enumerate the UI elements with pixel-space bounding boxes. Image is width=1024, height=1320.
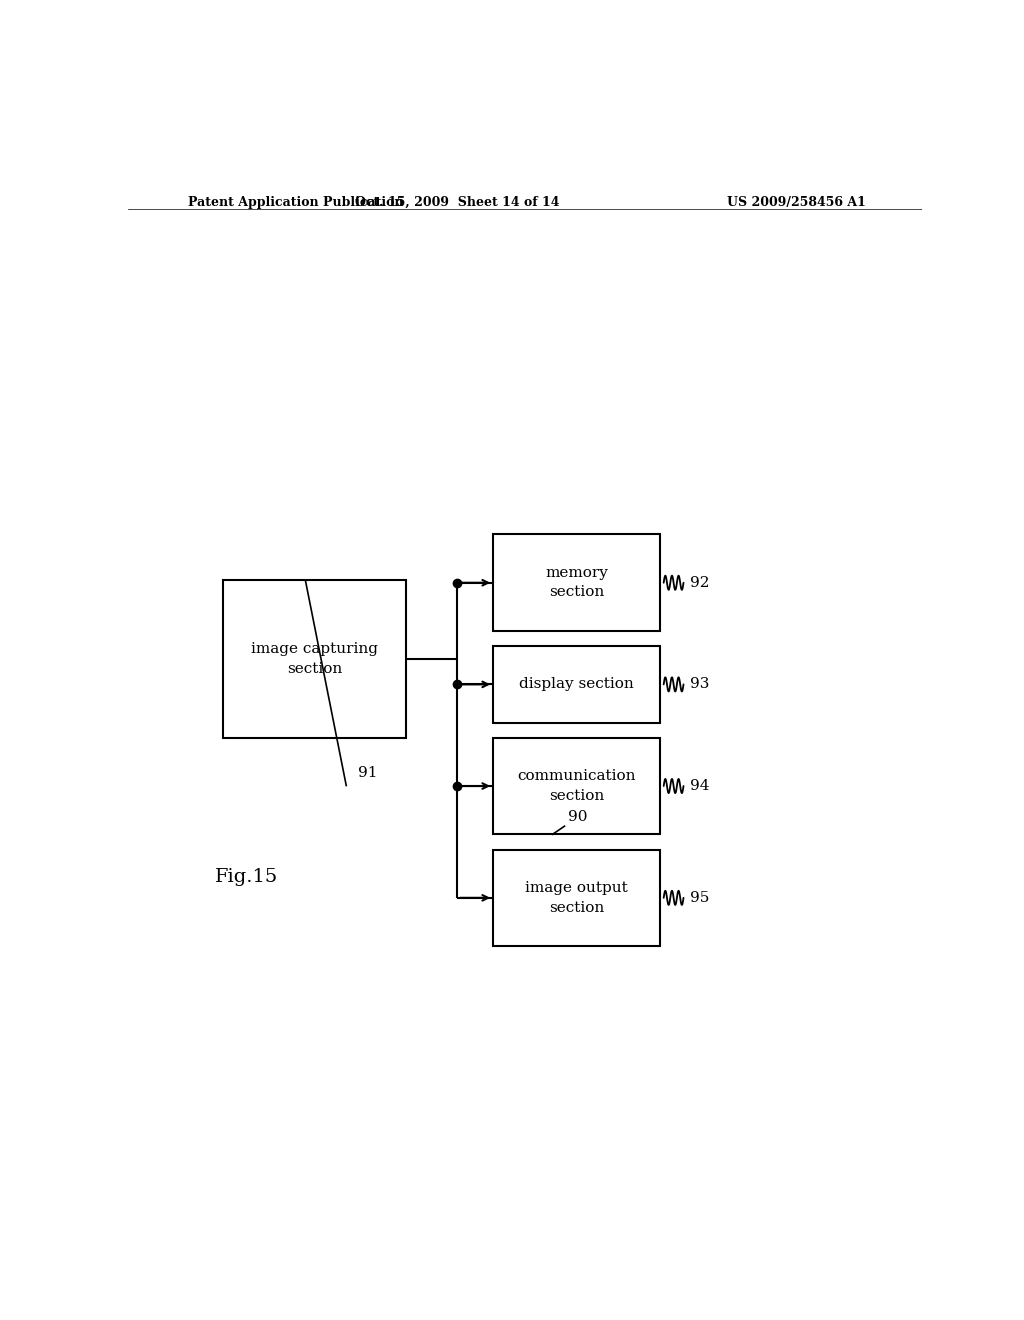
Text: 91: 91 bbox=[358, 767, 378, 780]
Text: Fig.15: Fig.15 bbox=[215, 867, 279, 886]
Text: communication
section: communication section bbox=[517, 770, 636, 803]
Text: 93: 93 bbox=[690, 677, 710, 692]
Text: 90: 90 bbox=[568, 810, 588, 824]
Text: Patent Application Publication: Patent Application Publication bbox=[187, 195, 403, 209]
Bar bbox=[494, 850, 659, 946]
Bar bbox=[223, 581, 406, 738]
Bar bbox=[494, 535, 659, 631]
Text: memory
section: memory section bbox=[545, 566, 608, 599]
Text: US 2009/258456 A1: US 2009/258456 A1 bbox=[727, 195, 866, 209]
Text: image capturing
section: image capturing section bbox=[251, 643, 378, 676]
Text: display section: display section bbox=[519, 677, 634, 692]
Text: 95: 95 bbox=[690, 891, 710, 904]
Bar bbox=[494, 738, 659, 834]
Text: 94: 94 bbox=[690, 779, 710, 793]
Text: image output
section: image output section bbox=[525, 880, 628, 915]
Bar bbox=[494, 647, 659, 722]
Text: Oct. 15, 2009  Sheet 14 of 14: Oct. 15, 2009 Sheet 14 of 14 bbox=[355, 195, 559, 209]
Text: 92: 92 bbox=[690, 576, 710, 590]
